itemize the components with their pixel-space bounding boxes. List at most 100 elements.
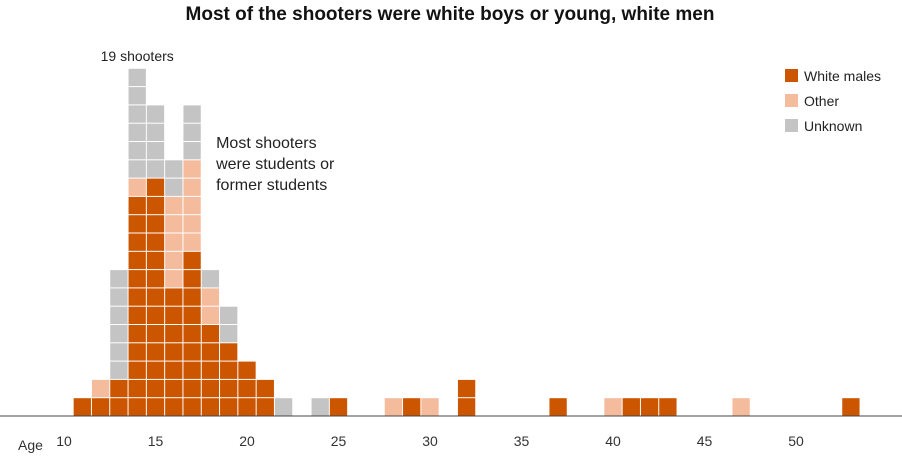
bar-unit-white-males	[165, 361, 183, 379]
bar-unit-white-males	[220, 398, 238, 416]
bar-unit-unknown	[220, 306, 238, 324]
bar-unit-white-males	[183, 270, 201, 288]
bar-unit-unknown	[183, 142, 201, 160]
bar-unit-white-males	[329, 398, 348, 416]
bar-unit-white-males	[128, 233, 146, 251]
bar-unit-unknown	[110, 343, 128, 361]
bar-unit-white-males	[165, 325, 183, 343]
bar-unit-white-males	[201, 379, 220, 398]
x-tick-label: 45	[697, 433, 713, 449]
bar-unit-white-males	[201, 398, 220, 416]
bar-unit-white-males	[256, 379, 274, 398]
bar-unit-white-males	[640, 398, 659, 416]
bar-unit-other	[201, 288, 220, 306]
bar-unit-white-males	[201, 325, 220, 343]
bar-unit-unknown	[274, 398, 293, 416]
bar-unit-unknown	[146, 123, 165, 141]
bar-unit-white-males	[220, 343, 238, 361]
bar-unit-other	[165, 251, 183, 270]
bar-unit-white-males	[146, 361, 165, 379]
bar-unit-unknown	[128, 160, 146, 178]
bar-unit-other	[165, 215, 183, 233]
bar-unit-unknown	[165, 160, 183, 178]
bar-unit-white-males	[128, 398, 146, 416]
bar-unit-white-males	[146, 196, 165, 215]
bar-unit-other	[183, 196, 201, 215]
bar-unit-white-males	[128, 306, 146, 324]
bar-unit-other	[384, 398, 403, 416]
bar-unit-unknown	[110, 361, 128, 379]
bar-unit-unknown	[165, 178, 183, 196]
x-tick-label: 30	[422, 433, 438, 449]
bar-unit-white-males	[183, 325, 201, 343]
bar-unit-unknown	[110, 288, 128, 306]
bar-unit-white-males	[128, 196, 146, 215]
bar-unit-white-males	[165, 379, 183, 398]
bar-unit-other	[165, 196, 183, 215]
legend-label: Unknown	[804, 118, 862, 134]
chart-title: Most of the shooters were white boys or …	[186, 4, 715, 25]
x-axis-prefix: Age	[18, 437, 43, 453]
bar-unit-other	[128, 178, 146, 196]
bar-unit-white-males	[220, 379, 238, 398]
x-axis: Age 10 15 20 25 30 35 40 45 50	[18, 433, 804, 453]
bar-unit-white-males	[183, 398, 201, 416]
x-tick-label: 25	[331, 433, 347, 449]
x-tick-label: 40	[605, 433, 621, 449]
bar-unit-other	[91, 379, 110, 398]
bar-unit-white-males	[183, 288, 201, 306]
bar-unit-white-males	[128, 251, 146, 270]
legend-swatch	[785, 119, 798, 132]
bar-unit-white-males	[183, 306, 201, 324]
bar-unit-unknown	[128, 68, 146, 87]
bar-unit-white-males	[457, 398, 476, 416]
x-tick-label: 15	[148, 433, 164, 449]
annotation-total: 19 shooters	[101, 48, 174, 64]
bar-unit-white-males	[146, 251, 165, 270]
bar-unit-white-males	[146, 379, 165, 398]
bar-unit-unknown	[183, 105, 201, 123]
bar-unit-white-males	[220, 361, 238, 379]
bar-unit-white-males	[165, 288, 183, 306]
bar-unit-white-males	[457, 379, 476, 398]
bar-unit-other	[421, 398, 439, 416]
annotation-students: Most shooters were students or former stud…	[215, 135, 335, 194]
legend-label: White males	[804, 68, 881, 84]
bar-unit-unknown	[110, 306, 128, 324]
bar-unit-other	[604, 398, 622, 416]
annotations: 19 shooters Most shooters were students or…	[101, 48, 335, 194]
bar-unit-white-males	[91, 398, 110, 416]
bar-unit-white-males	[146, 233, 165, 251]
bar-unit-white-males	[128, 361, 146, 379]
bar-unit-white-males	[146, 215, 165, 233]
bar-unit-white-males	[146, 398, 165, 416]
bar-unit-unknown	[311, 398, 329, 416]
bar-unit-white-males	[128, 288, 146, 306]
bar-unit-white-males	[128, 215, 146, 233]
bar-unit-unknown	[220, 325, 238, 343]
bar-unit-white-males	[256, 398, 274, 416]
bar-unit-white-males	[146, 325, 165, 343]
bar-unit-white-males	[238, 398, 256, 416]
bar-unit-white-males	[128, 343, 146, 361]
bar-unit-unknown	[110, 270, 128, 288]
legend-swatch	[785, 69, 798, 82]
bar-unit-unknown	[146, 105, 165, 123]
bar-unit-unknown	[146, 142, 165, 160]
bar-unit-other	[165, 270, 183, 288]
bar-unit-white-males	[146, 270, 165, 288]
bar-unit-other	[183, 178, 201, 196]
bars-group	[73, 68, 860, 416]
bar-unit-white-males	[183, 251, 201, 270]
bar-unit-white-males	[146, 343, 165, 361]
x-tick-label: 35	[514, 433, 530, 449]
bar-unit-other	[732, 398, 750, 416]
bar-unit-unknown	[128, 105, 146, 123]
bar-unit-other	[183, 233, 201, 251]
bar-unit-white-males	[659, 398, 677, 416]
legend-label: Other	[804, 93, 839, 109]
bar-unit-white-males	[183, 361, 201, 379]
x-tick-label: 10	[56, 433, 72, 449]
bar-unit-unknown	[201, 270, 220, 288]
bar-unit-white-males	[238, 379, 256, 398]
